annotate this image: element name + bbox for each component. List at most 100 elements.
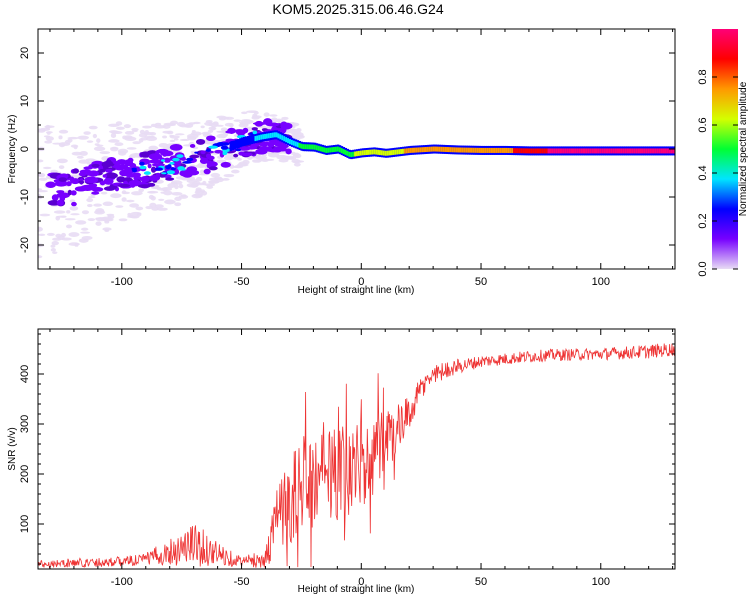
spectrogram-noise-blob [88,125,98,130]
spectrogram-ridge-blob [254,120,264,127]
spectrogram-noise-blob [241,111,248,115]
spectrogram-ridge-blob [105,159,112,167]
spectrogram-noise-blob [93,146,106,152]
spectrogram-bright-blob [143,171,151,175]
spectrogram-ridge-blob [83,166,93,170]
spectrogram-ridge-blob [205,153,211,159]
spectrogram-bright-blob [252,130,258,135]
spectrogram-band-core [610,148,614,154]
spectrogram-noise-blob [115,205,124,208]
spectrogram-ridge-blob [58,177,68,182]
spectrogram-band-core [580,148,583,154]
spectrogram-noise-blob [118,218,128,222]
spectrogram-band-core [432,146,436,152]
spectrogram-band-core [545,148,549,154]
spectrogram-noise-blob [216,130,227,133]
spectrogram-band-core [585,148,589,154]
spectrogram-band-core [666,148,669,154]
spectrogram-ridge-blob [51,194,59,201]
spectrogram-band-core [241,139,244,145]
spectrogram-ridge-blob [139,151,152,158]
spectrogram-band-core [476,147,480,153]
spectrogram-band-core [306,144,309,150]
spectrogram-noise-blob [156,207,168,211]
spectrogram-band-core [551,148,554,154]
spectrogram-bright-blob [139,161,145,166]
spectrogram-noise-blob [100,191,108,195]
spectrogram-noise-blob [138,138,144,143]
spectrogram-band-core [434,146,438,152]
spectrogram-noise-blob [42,166,52,170]
spectrogram-ridge-blob [233,153,239,158]
spectrogram-band-core [411,147,415,153]
spectrogram-ridge-blob [102,174,108,178]
spectrogram-noise-blob [215,124,224,127]
spectrogram-band-core [367,149,371,155]
spectrogram-noise-blob [158,198,165,201]
spectrogram-band-core [379,150,382,156]
spectrogram-y-tick-label: -20 [19,237,31,253]
spectrogram-band-core [467,147,470,153]
spectrogram-noise-blob [126,199,135,203]
spectrogram-noise-blob [293,162,301,167]
spectrogram-band-core [413,147,417,153]
spectrogram-ridge-blob [242,127,249,134]
spectrogram-noise-blob [288,155,295,160]
spectrogram-band-core [388,150,392,156]
spectrogram-ridge-blob [125,173,138,178]
spectrogram-band-core [593,148,597,154]
spectrogram-ridge-blob [206,135,216,142]
spectrogram-band-core [313,144,317,150]
spectrogram-noise-blob [167,183,176,189]
spectrogram-ridge-blob [70,178,80,185]
spectrogram-band-core [538,148,541,154]
spectrogram-noise-blob [281,116,289,120]
colorbar-tick-label: 0.2 [697,213,709,228]
spectrogram-band-core [426,146,430,152]
spectrogram-bright-blob [216,141,226,147]
spectrogram-noise-blob [53,210,66,214]
spectrogram-band-core [311,144,315,150]
spectrogram-band-core [285,137,288,143]
spectrogram-band-core [281,135,284,141]
spectrogram-ridge-blob [160,150,174,157]
spectrogram-band-core [250,137,254,143]
spectrogram-noise-blob [94,143,100,146]
spectrogram-ridge-blob [99,168,106,173]
spectrogram-band-core [438,146,441,152]
spectrogram-noise-blob [154,125,166,129]
spectrogram-band-core [371,149,374,155]
spectrogram-band-core [618,148,621,154]
spectrogram-noise-blob [129,203,140,208]
snr-panel: -100 -50 0 50 100 100 200 300 400 Height of str… [7,328,676,595]
spectrogram-ridge-blob [137,184,151,189]
spectrogram-noise-blob [228,122,234,128]
spectrogram-band-core [453,147,457,153]
spectrogram-noise-blob [38,159,44,163]
spectrogram-band-core [333,147,336,153]
spectrogram-band-core [528,148,531,154]
spectrogram-noise-blob [110,193,122,199]
spectrogram-ridge-blob [88,183,95,188]
spectrogram-band-core [449,147,453,153]
spectrogram-band-core [369,149,372,155]
spectrogram-blobs [38,110,675,259]
spectrogram-noise-blob [109,130,119,134]
spectrogram-noise-blob [121,190,127,195]
spectrogram-noise-blob [267,152,280,158]
spectrogram-noise-blob [150,123,157,128]
spectrogram-band-core [231,143,235,149]
spectrogram-band-core [354,151,357,157]
spectrogram-x-tick-label: 100 [592,276,610,288]
spectrogram-band-core [292,140,296,146]
spectrogram-band-core [553,148,556,154]
spectrogram-noise-blob [38,190,49,193]
spectrogram-band-core [455,147,459,153]
spectrogram-band-core [256,135,259,141]
colorbar-tick-label: 0.6 [697,117,709,132]
spectrogram-noise-blob [38,226,43,232]
spectrogram-band-core [612,148,616,154]
spectrogram-noise-blob [69,206,79,211]
spectrogram-noise-blob [224,116,235,120]
